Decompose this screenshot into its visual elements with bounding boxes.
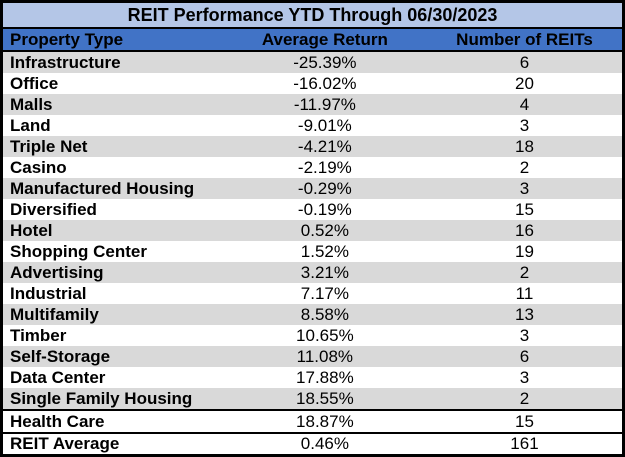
average-return-cell: 17.88% [296, 368, 354, 387]
table-row: Infrastructure -25.39% 6 [3, 52, 622, 73]
reit-count-cell: 11 [515, 284, 534, 303]
column-header-average-return: Average Return [261, 30, 388, 49]
footer-average-return: 0.46% [300, 434, 349, 453]
reit-count-cell: 19 [515, 242, 534, 261]
reit-count-cell: 2 [519, 158, 530, 177]
average-return-cell: 7.17% [300, 284, 349, 303]
table-row: Triple Net -4.21% 18 [3, 136, 622, 157]
average-return-cell: 10.65% [296, 326, 354, 345]
average-return-cell: -16.02% [293, 74, 357, 93]
property-type-cell: Health Care [10, 412, 105, 431]
property-type-cell: Triple Net [10, 137, 88, 156]
property-type-cell: Advertising [10, 263, 104, 282]
reit-count-cell: 18 [515, 137, 534, 156]
table-title: REIT Performance YTD Through 06/30/2023 [3, 3, 622, 29]
column-header-number-of-reits: Number of REITs [456, 30, 593, 49]
reit-count-cell: 6 [519, 347, 530, 366]
reit-count-cell: 13 [515, 305, 534, 324]
reit-count-cell: 15 [515, 200, 534, 219]
table-row: Shopping Center 1.52% 19 [3, 241, 622, 262]
property-type-cell: Data Center [10, 368, 106, 387]
table-row: Diversified -0.19% 15 [3, 199, 622, 220]
average-return-cell: 1.52% [300, 242, 349, 261]
table-row: Single Family Housing 18.55% 2 [3, 388, 622, 409]
table-row: Health Care 18.87% 15 [3, 409, 622, 432]
footer-reit-count: 161 [510, 434, 539, 453]
average-return-cell: -0.29% [297, 179, 352, 198]
footer-row: REIT Average 0.46% 161 [3, 432, 622, 454]
property-type-cell: Multifamily [10, 305, 99, 324]
table-row: Advertising 3.21% 2 [3, 262, 622, 283]
property-type-cell: Shopping Center [10, 242, 147, 261]
average-return-cell: -2.19% [297, 158, 352, 177]
table-row: Hotel 0.52% 16 [3, 220, 622, 241]
table-row: Self-Storage 11.08% 6 [3, 346, 622, 367]
property-type-cell: Self-Storage [10, 347, 111, 366]
average-return-cell: -11.97% [293, 95, 356, 114]
header-row: Property Type Average Return Number of R… [3, 29, 622, 52]
reit-count-cell: 15 [515, 412, 534, 431]
average-return-cell: 0.52% [300, 221, 349, 240]
average-return-cell: 11.08% [296, 347, 354, 366]
property-type-cell: Infrastructure [10, 53, 121, 72]
average-return-cell: -9.01% [297, 116, 352, 135]
property-type-cell: Casino [10, 158, 67, 177]
table-row: Manufactured Housing -0.29% 3 [3, 178, 622, 199]
property-type-cell: Single Family Housing [10, 389, 193, 408]
property-type-cell: Diversified [10, 200, 97, 219]
average-return-cell: -4.21% [297, 137, 352, 156]
average-return-cell: 18.87% [296, 412, 354, 431]
average-return-cell: -25.39% [293, 53, 357, 72]
property-type-cell: Industrial [10, 284, 87, 303]
reit-count-cell: 2 [519, 389, 530, 408]
property-type-cell: Hotel [10, 221, 53, 240]
table-row: Timber 10.65% 3 [3, 325, 622, 346]
table-row: Multifamily 8.58% 13 [3, 304, 622, 325]
reit-count-cell: 3 [519, 368, 530, 387]
table-row: Industrial 7.17% 11 [3, 283, 622, 304]
average-return-cell: -0.19% [297, 200, 352, 219]
table-body: Infrastructure -25.39% 6 Office -16.02% 20 Mal… [3, 52, 622, 432]
average-return-cell: 8.58% [300, 305, 349, 324]
average-return-cell: 3.21% [300, 263, 349, 282]
reit-count-cell: 6 [519, 53, 530, 72]
table-row: Casino -2.19% 2 [3, 157, 622, 178]
column-header-property-type: Property Type [10, 30, 124, 49]
property-type-cell: Malls [10, 95, 53, 114]
reit-count-cell: 2 [519, 263, 530, 282]
property-type-cell: Land [10, 116, 51, 135]
reit-count-cell: 3 [519, 326, 530, 345]
table-row: Land -9.01% 3 [3, 115, 622, 136]
table-row: Malls -11.97% 4 [3, 94, 622, 115]
table-row: Data Center 17.88% 3 [3, 367, 622, 388]
property-type-cell: Manufactured Housing [10, 179, 195, 198]
table-row: Office -16.02% 20 [3, 73, 622, 94]
average-return-cell: 18.55% [296, 389, 354, 408]
property-type-cell: Office [10, 74, 59, 93]
reit-count-cell: 16 [515, 221, 534, 240]
reit-count-cell: 4 [519, 95, 530, 114]
reit-count-cell: 3 [519, 116, 530, 135]
reit-count-cell: 20 [515, 74, 534, 93]
reit-count-cell: 3 [519, 179, 530, 198]
property-type-cell: Timber [10, 326, 67, 345]
footer-label: REIT Average [10, 434, 120, 453]
